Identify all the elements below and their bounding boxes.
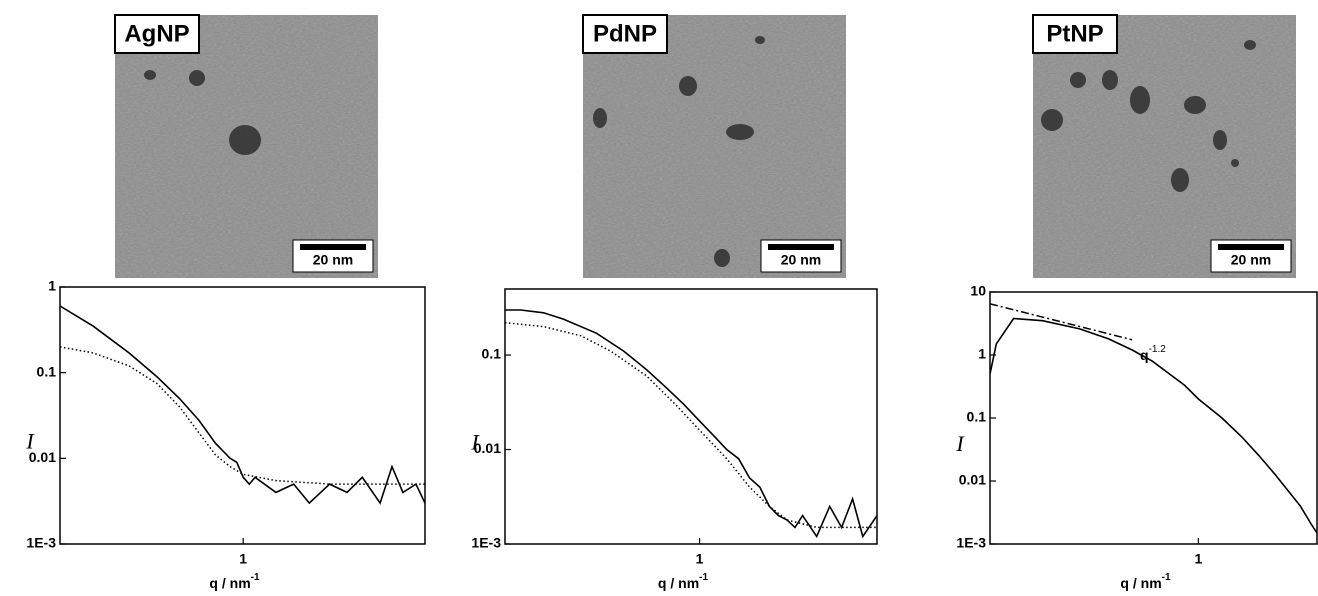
y-axis-label: I [470, 430, 480, 455]
x-tick-label: 1 [239, 551, 247, 567]
y-tick-label: 0.01 [29, 449, 56, 465]
x-axis-label-text: q / nm [1120, 575, 1161, 591]
micrograph-texture [1033, 15, 1296, 278]
image-label-box [1032, 14, 1118, 54]
plot-frame [59, 286, 426, 545]
particle [1213, 130, 1227, 150]
y-tick-label: 0.01 [959, 472, 986, 488]
particle [229, 125, 261, 155]
image-label-box [114, 14, 200, 54]
data-line [60, 346, 425, 485]
image-label-box [582, 14, 668, 54]
data-line [505, 321, 877, 529]
particle [189, 70, 205, 86]
plot-frame [989, 291, 1318, 545]
particle [1041, 109, 1063, 131]
y-tick-label: 1E-3 [26, 535, 56, 551]
data-line [60, 305, 425, 505]
data-line [990, 317, 1317, 534]
x-axis-label-exponent: -1 [699, 572, 708, 583]
scale-bar-label: 20 nm [313, 252, 353, 268]
scale-bar [300, 244, 366, 250]
image-label: AgNP [124, 20, 189, 47]
x-axis-label: q / nm-1 [658, 572, 709, 591]
scale-bar-label: 20 nm [1231, 252, 1271, 268]
y-axis-label: I [955, 431, 965, 456]
x-axis-label: q / nm-1 [1120, 572, 1171, 591]
annotation: q-1.2 [1140, 344, 1166, 363]
scale-bar [1218, 244, 1284, 250]
scale-bar-label: 20 nm [781, 252, 821, 268]
y-tick-label: 1E-3 [956, 535, 986, 551]
particle [1171, 168, 1189, 192]
particle [714, 249, 730, 267]
y-tick-label: 0.1 [37, 363, 57, 379]
micrograph-texture [583, 15, 846, 278]
y-tick-label: 0.01 [474, 440, 501, 456]
y-tick-label: 0.1 [967, 409, 987, 425]
particle [755, 36, 765, 44]
particle [1070, 72, 1086, 88]
data-line [505, 309, 877, 539]
scale-bar [768, 244, 834, 250]
x-tick-label: 1 [696, 551, 704, 567]
y-tick-label: 10 [970, 283, 986, 299]
y-tick-label: 1E-3 [471, 535, 501, 551]
image-label: PtNP [1046, 20, 1103, 47]
annotation-base: q [1140, 347, 1149, 363]
x-axis-label-exponent: -1 [1162, 572, 1171, 583]
particle [1184, 96, 1206, 114]
particle [1231, 159, 1239, 167]
x-axis-label-exponent: -1 [251, 572, 260, 583]
image-label: PdNP [593, 20, 657, 47]
x-axis-label: q / nm-1 [209, 572, 260, 591]
plot-frame [504, 288, 878, 545]
x-axis-label-text: q / nm [658, 575, 699, 591]
x-tick-label: 1 [1194, 551, 1202, 567]
particle [144, 70, 156, 80]
particle [1244, 40, 1256, 50]
y-tick-label: 1 [48, 278, 56, 294]
particle [1130, 86, 1150, 114]
y-tick-label: 0.1 [482, 346, 502, 362]
particle [679, 76, 697, 96]
x-axis-label-text: q / nm [209, 575, 250, 591]
y-tick-label: 1 [978, 346, 986, 362]
particle [1102, 70, 1118, 90]
annotation-exponent: -1.2 [1149, 344, 1167, 355]
particle [726, 124, 754, 140]
particle [593, 108, 607, 128]
y-axis-label: I [25, 429, 35, 454]
